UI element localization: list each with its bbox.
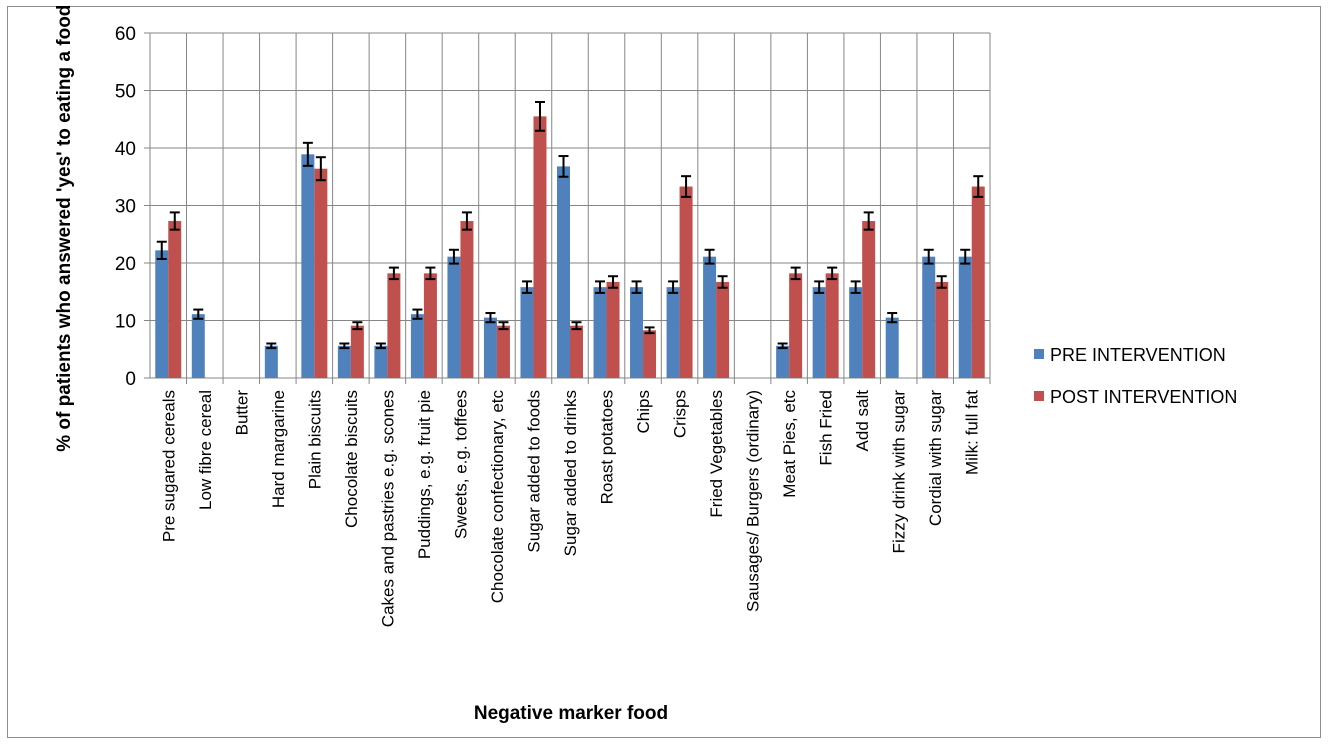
x-category-label: Plain biscuits bbox=[305, 390, 324, 489]
post-bar bbox=[570, 325, 583, 378]
chart-border bbox=[7, 6, 1321, 738]
pre-bar bbox=[301, 154, 315, 378]
post-bar bbox=[533, 116, 547, 378]
pre-bar bbox=[703, 256, 717, 378]
x-category-label: Puddings, e.g. fruit pie bbox=[415, 390, 434, 559]
post-bar bbox=[935, 281, 949, 378]
post-bar bbox=[314, 168, 328, 378]
y-axis-ticks: 0 10 20 30 40 50 60 bbox=[115, 24, 136, 390]
x-category-label: Hard margarine bbox=[269, 390, 288, 508]
post-bar bbox=[716, 281, 730, 378]
x-category-label: Fried Vegetables bbox=[707, 390, 726, 518]
y-axis-title: % of patients who answered 'yes' to eati… bbox=[54, 0, 75, 452]
pre-bar bbox=[410, 314, 424, 378]
pre-bar bbox=[447, 256, 461, 378]
pre-bar bbox=[520, 287, 534, 378]
x-category-label: Low fibre cereal bbox=[196, 390, 215, 510]
legend-label: POST INTERVENTION bbox=[1050, 387, 1237, 407]
legend-swatch bbox=[1034, 391, 1044, 401]
pre-bar bbox=[776, 345, 790, 378]
x-axis-title: Negative marker food bbox=[474, 703, 668, 724]
pre-bar bbox=[191, 314, 205, 378]
pre-bar bbox=[849, 287, 863, 378]
legend: PRE INTERVENTION POST INTERVENTION bbox=[1034, 345, 1237, 407]
post-bar bbox=[825, 273, 839, 378]
post-bar bbox=[789, 273, 803, 378]
post-bar bbox=[971, 186, 985, 378]
post-bar bbox=[350, 325, 364, 378]
x-category-label: Chocolate confectionary, etc bbox=[488, 390, 507, 604]
legend-swatch bbox=[1034, 349, 1044, 359]
x-category-label: Meat Pies, etc bbox=[780, 390, 799, 498]
y-tick-label: 20 bbox=[115, 254, 136, 275]
y-tick-label: 30 bbox=[115, 197, 136, 218]
pre-bar bbox=[922, 256, 936, 378]
x-category-label: Pre sugared cereals bbox=[159, 390, 178, 542]
legend-label: PRE INTERVENTION bbox=[1050, 345, 1226, 365]
x-category-label: Sugar added to drinks bbox=[561, 390, 580, 556]
pre-bar bbox=[958, 256, 972, 378]
post-bar bbox=[168, 221, 182, 378]
x-category-label: Crisps bbox=[671, 390, 690, 438]
x-category-label: Butter bbox=[232, 390, 251, 436]
pre-bar bbox=[812, 287, 826, 378]
pre-bar bbox=[264, 345, 278, 378]
y-tick-label: 50 bbox=[115, 82, 136, 103]
x-category-label: Roast potatoes bbox=[598, 390, 617, 504]
x-category-label: Fizzy drink with sugar bbox=[890, 390, 909, 554]
pre-bar bbox=[337, 345, 351, 378]
x-category-label: Fish Fried bbox=[817, 390, 836, 466]
y-tick-label: 0 bbox=[125, 369, 136, 390]
pre-bar bbox=[593, 287, 607, 378]
y-tick-label: 60 bbox=[115, 24, 136, 45]
post-bar bbox=[496, 325, 510, 378]
x-category-label: Sausages/ Burgers (ordinary) bbox=[744, 390, 763, 612]
x-category-label: Sugar added to foods bbox=[524, 390, 543, 553]
pre-bar bbox=[885, 317, 899, 378]
y-tick-label: 40 bbox=[115, 139, 136, 160]
pre-bar bbox=[374, 345, 388, 378]
pre-bar bbox=[666, 287, 680, 378]
pre-bar bbox=[630, 287, 644, 378]
post-bar bbox=[606, 281, 620, 378]
y-tick-label: 10 bbox=[115, 312, 136, 333]
x-category-label: Cakes and pastries e.g. scones bbox=[378, 390, 397, 627]
pre-bar bbox=[155, 250, 169, 378]
post-bar bbox=[643, 330, 657, 378]
x-category-label: Cordial with sugar bbox=[926, 390, 945, 526]
post-bar bbox=[460, 221, 474, 378]
pre-bar bbox=[483, 317, 497, 378]
x-category-label: Sweets, e.g. toffees bbox=[451, 390, 470, 539]
x-category-label: Add salt bbox=[853, 390, 872, 452]
x-category-label: Chocolate biscuits bbox=[342, 390, 361, 528]
post-bar bbox=[423, 273, 437, 378]
post-bar bbox=[679, 186, 693, 378]
post-bar bbox=[862, 221, 876, 378]
x-axis-categories: Pre sugared cereals Low fibre cereal Butte… bbox=[159, 390, 981, 628]
post-bar bbox=[387, 273, 401, 378]
pre-bar bbox=[557, 166, 570, 378]
x-category-label: Chips bbox=[634, 390, 653, 433]
error-bars bbox=[156, 101, 984, 350]
bars bbox=[155, 116, 985, 378]
x-category-label: Milk: full fat bbox=[963, 390, 982, 475]
